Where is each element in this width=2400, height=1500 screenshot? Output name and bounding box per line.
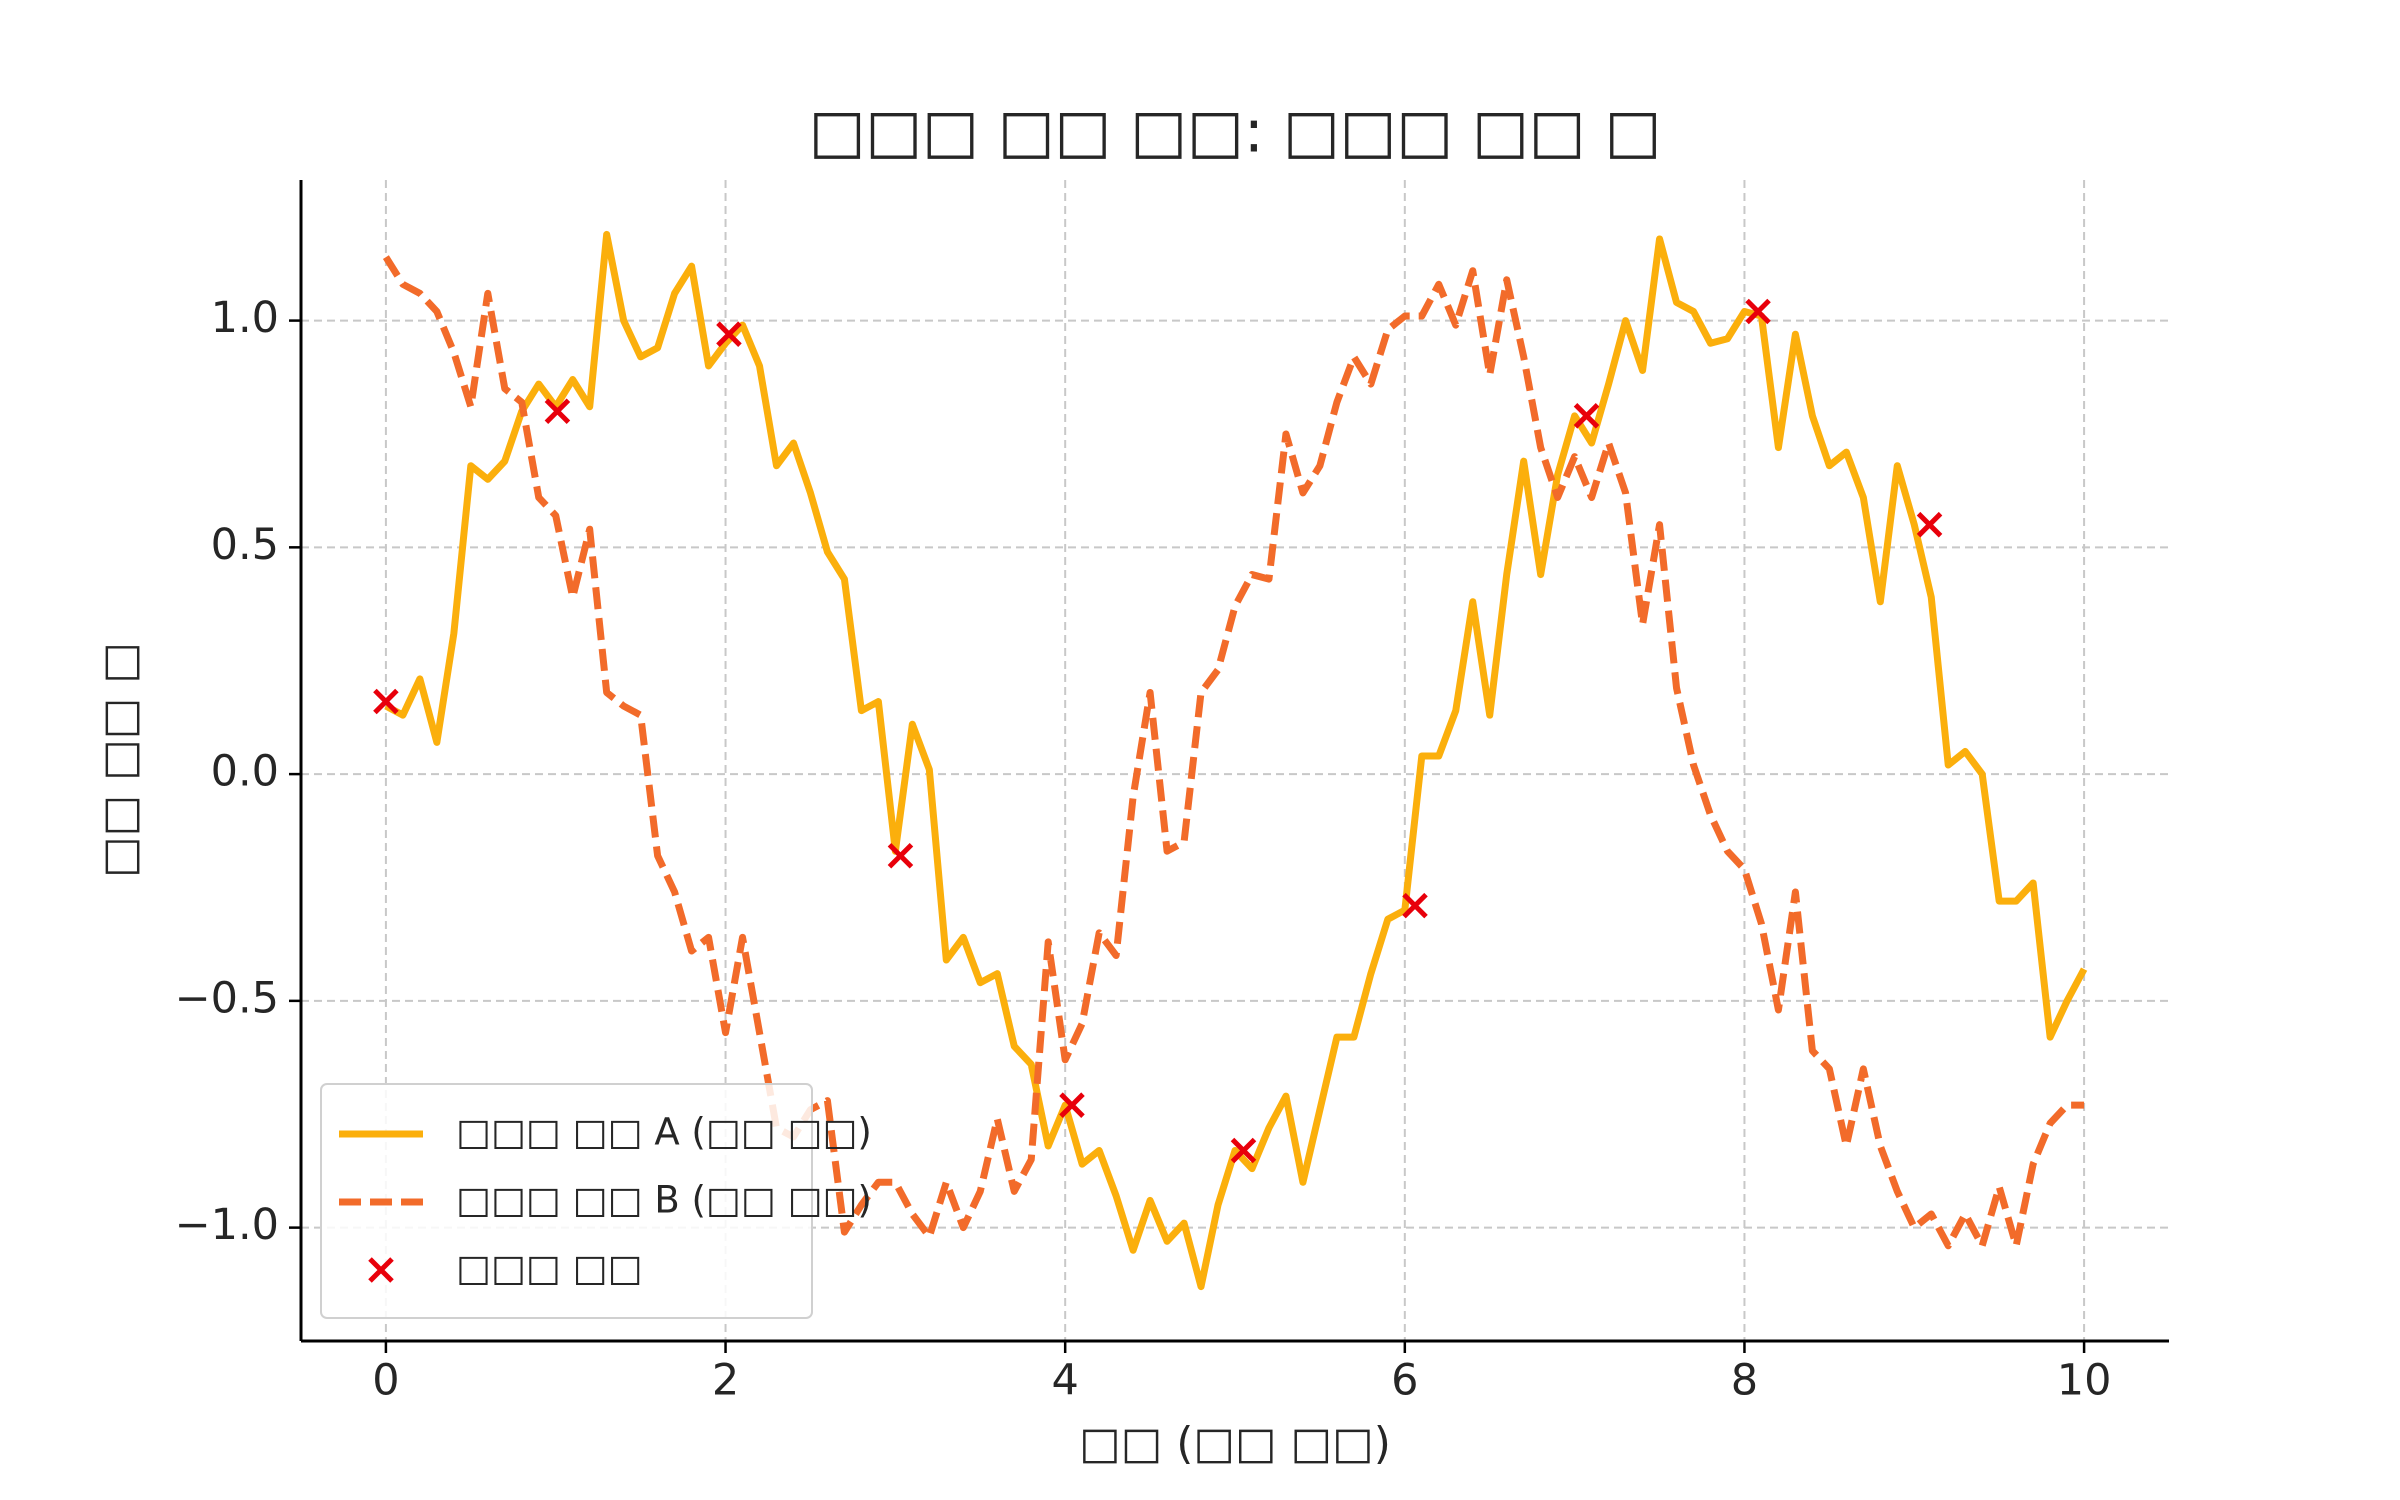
chart-title: □□□ □□ □□: □□□ □□ □: [809, 97, 1662, 167]
marker: [1402, 892, 1428, 919]
y-tick-label: 0.5: [211, 520, 279, 570]
legend-marker: [368, 1257, 394, 1283]
x-tick-label: 10: [2057, 1356, 2112, 1406]
x-tick-label: 8: [1731, 1356, 1758, 1406]
line-series: [382, 255, 2085, 1250]
x-axis-label: □□ (□□ □□): [1079, 1418, 1391, 1469]
legend-box: [320, 1083, 813, 1319]
legend-label: □□□ □□ B (□□ □□): [456, 1179, 872, 1222]
line-series: [384, 230, 2088, 1291]
legend-label: □□□ □□ A (□□ □□): [456, 1111, 872, 1154]
marker: [716, 321, 742, 347]
x-tick-label: 6: [1391, 1356, 1418, 1406]
x-tick-label: 4: [1052, 1356, 1079, 1406]
marker: [373, 688, 399, 715]
y-tick-label: 1.0: [211, 293, 279, 343]
marker: [1745, 298, 1771, 325]
marker: [1573, 403, 1600, 429]
marker: [1059, 1092, 1085, 1118]
x-tick-label: 0: [372, 1356, 399, 1406]
y-tick-label: −1.0: [175, 1200, 279, 1250]
marker: [1230, 1137, 1257, 1164]
y-axis-label: □□ □□ □: [94, 642, 145, 878]
y-tick-label: 0.0: [211, 747, 279, 797]
marker: [1916, 511, 1943, 538]
x-tick-label: 2: [712, 1356, 739, 1406]
y-tick-label: −0.5: [175, 973, 279, 1023]
marker: [887, 842, 914, 869]
legend-label: □□□ □□: [456, 1247, 643, 1290]
marker: [544, 398, 571, 425]
